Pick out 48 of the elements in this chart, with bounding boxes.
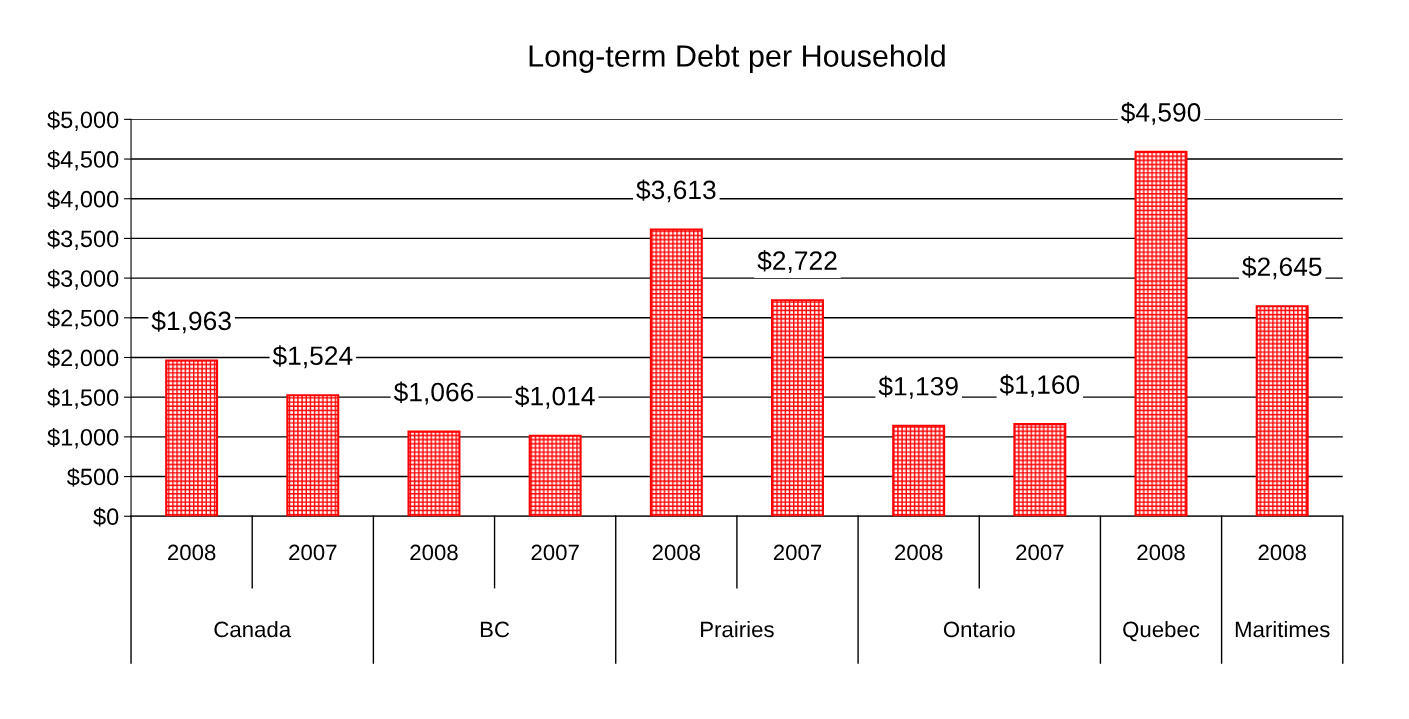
data-label: $2,722: [757, 250, 837, 274]
data-label: $2,645: [1242, 256, 1322, 280]
data-label: $1,066: [393, 381, 474, 405]
y-tick-label: $3,500: [47, 229, 119, 250]
bar: [649, 228, 703, 517]
y-tick-label: $3,000: [47, 269, 119, 290]
data-label: $1,014: [515, 385, 595, 409]
bar: [528, 434, 582, 517]
y-tick-label: $2,500: [47, 308, 119, 330]
text: Ontario: [943, 620, 1015, 638]
data-label: $1,160: [999, 374, 1080, 398]
text: Prairies: [701, 620, 774, 638]
x-tick-label: 2008: [1258, 544, 1306, 561]
x-tick-label: 2007: [773, 544, 822, 561]
text: Canada: [214, 620, 292, 638]
x-tick-label: 2008: [1137, 544, 1185, 561]
text: BC: [480, 621, 510, 638]
data-label: $1,139: [878, 375, 958, 399]
data-label: $1,524: [272, 345, 353, 369]
x-tick-label: 2008: [895, 544, 943, 561]
bar: [1013, 423, 1067, 517]
y-tick-label: $1,500: [47, 388, 119, 409]
data-label: $1,963: [151, 310, 231, 334]
text: Maritimes: [1235, 620, 1330, 638]
text: Quebec: [1123, 620, 1200, 642]
data-label: $3,613: [636, 179, 716, 203]
y-tick-label: $1,000: [47, 427, 119, 449]
data-label: $4,590: [1120, 101, 1201, 125]
bar: [165, 359, 219, 517]
y-tick-label: $4,000: [47, 189, 119, 211]
x-tick-label: 2007: [1016, 544, 1064, 561]
bar: [407, 430, 461, 517]
x-tick-label: 2008: [168, 544, 216, 561]
chart-title: Long-term Debt per Household: [529, 44, 945, 73]
y-tick-label: $4,500: [47, 150, 119, 171]
bar: [1134, 150, 1188, 517]
x-tick-label: 2007: [289, 544, 337, 561]
bar: [1255, 305, 1309, 517]
x-tick-label: 2008: [410, 544, 458, 561]
y-tick-label: $5,000: [47, 110, 119, 131]
x-tick-label: 2007: [531, 544, 579, 561]
y-tick-label: $0: [93, 507, 119, 527]
x-tick-label: 2008: [652, 544, 701, 561]
bar: [892, 424, 946, 517]
bar: [286, 394, 340, 517]
y-tick-label: $500: [66, 467, 119, 487]
bar: [771, 299, 824, 517]
y-tick-label: $2,000: [47, 348, 119, 370]
